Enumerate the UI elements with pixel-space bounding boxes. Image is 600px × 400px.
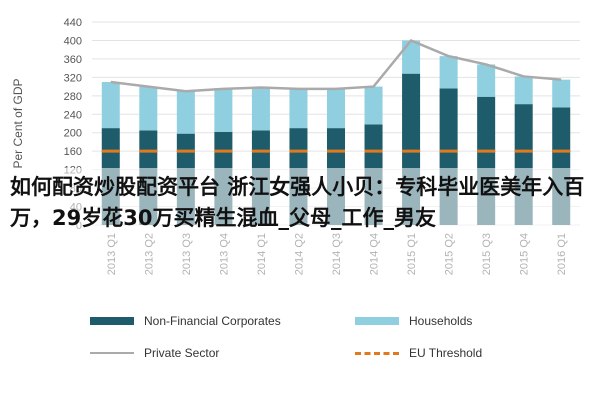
legend-item-private-sector: Private Sector	[90, 346, 219, 360]
legend-swatch-private-sector	[90, 352, 134, 354]
bar-households	[402, 40, 421, 74]
bar-households	[176, 91, 195, 134]
bar-households	[251, 87, 270, 131]
y-tick-label: 320	[64, 72, 82, 84]
y-tick-label: 240	[64, 109, 82, 121]
bar-households	[439, 56, 458, 89]
bar-households	[477, 64, 496, 97]
legend-label: Private Sector	[144, 346, 220, 360]
legend-item-eu-threshold: EU Threshold	[355, 346, 482, 360]
bar-households	[101, 81, 120, 129]
bar-households	[514, 76, 533, 105]
legend-label: EU Threshold	[409, 346, 483, 360]
line-private-sector	[110, 38, 562, 93]
legend-swatch-eu-threshold	[355, 351, 399, 355]
legend-swatch-households	[355, 317, 399, 325]
chart-legend: Non-Financial Corporates Households Priv…	[60, 308, 580, 368]
legend-label: Non-Financial Corporates	[144, 314, 281, 328]
y-axis-label: Per Cent of GDP	[11, 78, 25, 168]
y-tick-label: 280	[64, 91, 82, 103]
y-tick-label: 160	[64, 146, 82, 158]
headline-overlay: 如何配资炒股配资平台 浙江女强人小贝：专科毕业医美年入百万，29岁花30万买精生…	[0, 168, 600, 290]
legend-item-households: Households	[355, 314, 472, 328]
y-tick-label: 440	[64, 17, 82, 29]
y-tick-label: 400	[64, 35, 82, 47]
legend-label: Households	[409, 314, 473, 328]
bar-households	[289, 88, 308, 129]
bar-households	[326, 88, 346, 129]
bar-households	[139, 86, 158, 131]
bar-households	[364, 86, 383, 125]
legend-swatch-non-financial-corporates	[90, 317, 134, 325]
bar-households	[552, 79, 571, 108]
y-tick-label: 200	[64, 128, 82, 140]
bar-households	[214, 87, 233, 132]
y-tick-label: 360	[64, 54, 82, 66]
legend-item-non-financial-corporates: Non-Financial Corporates	[90, 314, 281, 328]
